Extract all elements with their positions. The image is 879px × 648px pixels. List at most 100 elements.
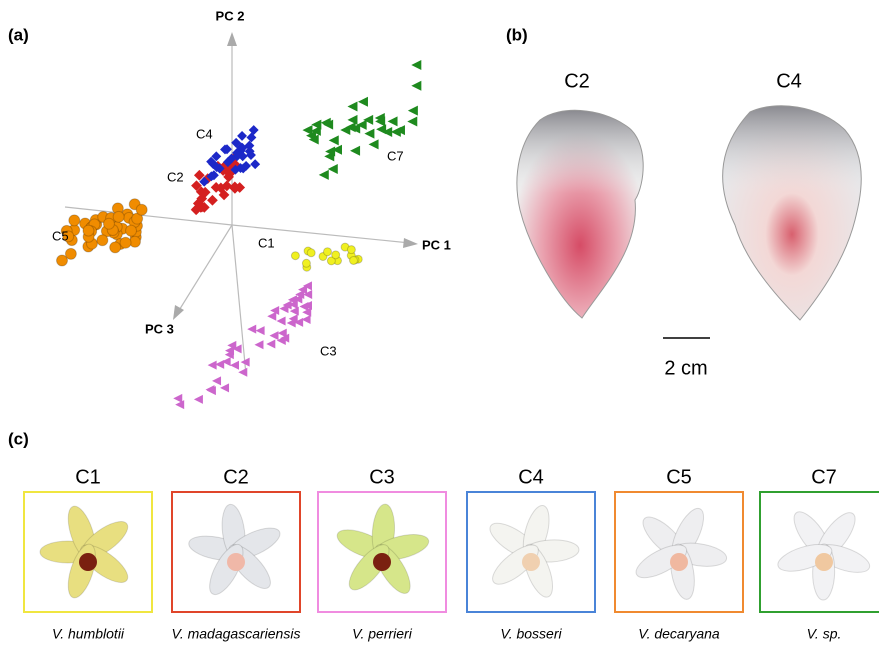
petal-label: C4 [776, 70, 802, 92]
point [196, 193, 208, 204]
point [193, 169, 205, 181]
point [318, 169, 329, 180]
point [195, 202, 207, 213]
point [293, 294, 303, 304]
point [238, 367, 248, 377]
point [227, 340, 237, 350]
cluster-label: C1 [75, 466, 101, 488]
point [302, 281, 312, 291]
point [350, 145, 361, 156]
species-name: V. humblotii [52, 626, 125, 642]
scale-label: 2 cm [664, 357, 707, 379]
panel-label: (b) [506, 25, 528, 44]
point [357, 96, 368, 107]
cluster-label: C3 [320, 343, 337, 358]
point [232, 344, 242, 354]
point [212, 376, 222, 386]
point [229, 360, 239, 370]
point [407, 105, 418, 116]
point [368, 139, 379, 150]
point [220, 383, 230, 393]
point [302, 307, 312, 317]
point [277, 328, 287, 338]
point [237, 130, 247, 141]
point [231, 137, 242, 148]
point [68, 214, 81, 227]
point [246, 150, 256, 160]
point [96, 234, 109, 247]
point [407, 116, 418, 127]
point [221, 357, 231, 367]
cluster-label: C3 [369, 466, 395, 488]
point [326, 256, 336, 266]
point [206, 156, 217, 167]
point [411, 59, 422, 70]
point [235, 163, 246, 174]
cluster-label: C2 [167, 169, 184, 184]
point [234, 182, 246, 193]
flower-row: C1 V. humblotii C2 V. madagascariensis C3 V. … [23, 466, 879, 642]
flower-lip [79, 553, 97, 571]
point [289, 306, 299, 316]
point [320, 117, 331, 128]
point [311, 119, 322, 130]
point [112, 210, 125, 223]
point [211, 151, 222, 162]
flower-lip [670, 553, 688, 571]
point [211, 162, 222, 173]
axis-label: PC 1 [422, 237, 451, 252]
point [205, 385, 215, 395]
point [328, 135, 339, 146]
point [199, 176, 210, 187]
point [299, 301, 309, 311]
point [350, 123, 361, 134]
point [266, 339, 276, 349]
point [322, 247, 332, 257]
point [247, 324, 257, 334]
point [270, 306, 280, 316]
point [119, 236, 132, 249]
point [301, 315, 311, 325]
species-name: V. madagascariensis [172, 626, 301, 642]
point [331, 144, 342, 155]
cluster-label: C5 [52, 228, 69, 243]
petal-label: C2 [564, 70, 590, 92]
flower-petal [635, 544, 688, 579]
species-name: V. bosseri [500, 626, 562, 642]
point [250, 159, 261, 170]
point [56, 254, 69, 267]
petal-image [516, 109, 644, 319]
point [347, 114, 358, 125]
point [363, 114, 374, 125]
point [308, 134, 319, 145]
point [64, 247, 77, 260]
point [225, 346, 235, 356]
petal-image [722, 105, 862, 321]
panel-label: (a) [8, 25, 29, 44]
point [215, 359, 225, 369]
flower-petal [777, 544, 833, 572]
point [276, 316, 286, 326]
point [248, 125, 259, 136]
cluster-label: C2 [223, 466, 249, 488]
point [346, 245, 356, 255]
point [382, 127, 393, 138]
point [206, 171, 217, 182]
point [102, 217, 115, 230]
point [237, 142, 248, 153]
point [310, 125, 321, 136]
cluster-label: C4 [518, 466, 544, 488]
point [331, 250, 341, 260]
point [267, 311, 277, 321]
point [109, 241, 122, 254]
point [279, 304, 289, 314]
point [356, 119, 367, 130]
point [303, 290, 313, 300]
point [349, 255, 359, 265]
point [191, 180, 202, 192]
point [411, 80, 422, 91]
scatter-points [56, 59, 422, 410]
point [327, 164, 338, 175]
cluster-label: C7 [387, 148, 404, 163]
